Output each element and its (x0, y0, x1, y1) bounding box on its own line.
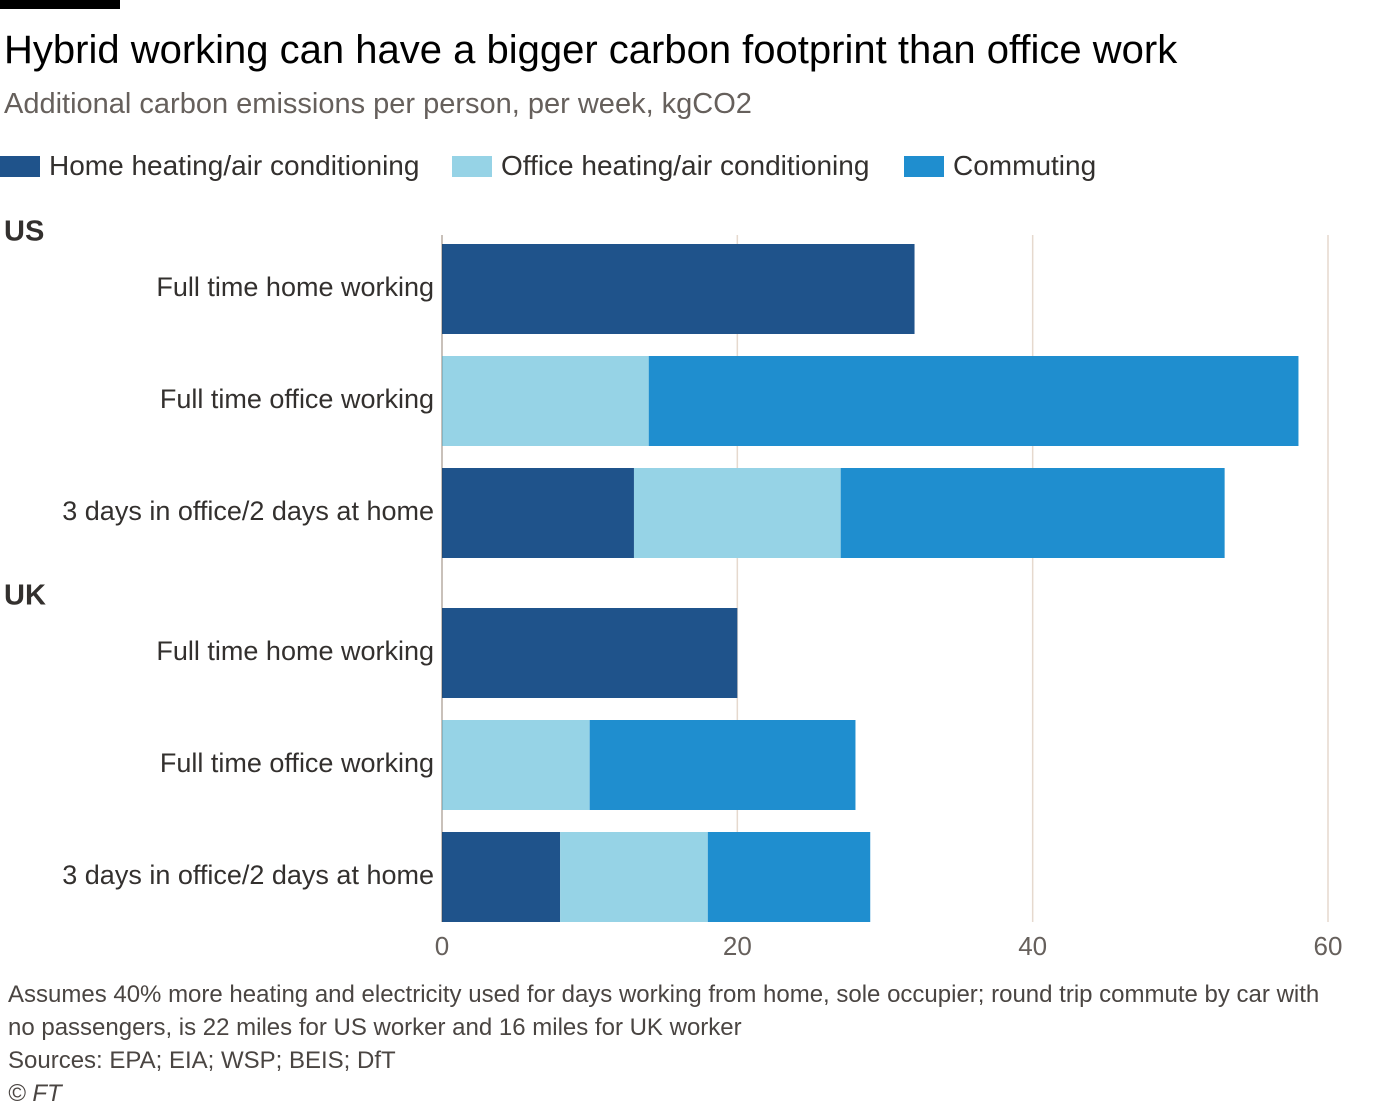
legend-swatch-home-heating (0, 155, 40, 177)
ft-brand-bar (0, 0, 120, 9)
legend-item-home-heating: Home heating/air conditioning (0, 150, 419, 182)
category-label-uk-2: 3 days in office/2 days at home (62, 860, 434, 890)
group-label-uk: UK (4, 580, 46, 612)
bar-us-1-commuting (648, 356, 1299, 446)
footnote: Assumes 40% more heating and electricity… (8, 981, 1320, 1041)
x-tick-label-0: 0 (435, 931, 449, 961)
category-label-us-2: 3 days in office/2 days at home (62, 496, 434, 526)
sources: Sources: EPA; EIA; WSP; BEIS; DfT (8, 1047, 396, 1074)
copyright: © FT (8, 1080, 62, 1107)
bar-uk-2-commuting (707, 832, 871, 922)
legend-label-home-heating: Home heating/air conditioning (49, 150, 420, 181)
bar-uk-2-office-heating-air-conditioning (560, 832, 708, 922)
bar-us-1-office-heating-air-conditioning (442, 356, 649, 446)
bar-uk-2-home-heating-air-conditioning (442, 832, 561, 922)
stacked-bar-chart: US Full time home working Full time office… (4, 216, 1343, 961)
bar-us-2-commuting (840, 468, 1225, 558)
x-tick-label-40: 40 (1018, 931, 1047, 961)
bar-us-2-office-heating-air-conditioning (633, 468, 841, 558)
group-label-us: US (4, 216, 44, 248)
bar-uk-0-home-heating-air-conditioning (442, 608, 738, 698)
legend-label-commuting: Commuting (953, 150, 1097, 181)
category-label-uk-0: Full time home working (156, 636, 434, 666)
chart-subtitle: Additional carbon emissions per person, … (4, 88, 752, 120)
chart-footer: Assumes 40% more heating and electricity… (8, 978, 1348, 1110)
legend-item-commuting: Commuting (904, 150, 1096, 182)
x-tick-label-60: 60 (1314, 931, 1343, 961)
legend-swatch-commuting (904, 155, 944, 177)
bar-uk-1-office-heating-air-conditioning (442, 720, 590, 810)
x-tick-label-20: 20 (723, 931, 752, 961)
bar-us-2-home-heating-air-conditioning (442, 468, 634, 558)
legend-item-office-heating: Office heating/air conditioning (452, 150, 869, 182)
bar-uk-1-commuting (589, 720, 856, 810)
legend-swatch-office-heating (452, 155, 492, 177)
category-label-uk-1: Full time office working (160, 748, 434, 778)
bar-us-0-home-heating-air-conditioning (442, 244, 915, 334)
category-label-us-1: Full time office working (160, 384, 434, 414)
category-label-us-0: Full time home working (156, 272, 434, 302)
chart-title: Hybrid working can have a bigger carbon … (4, 28, 1178, 72)
legend-label-office-heating: Office heating/air conditioning (501, 150, 870, 181)
